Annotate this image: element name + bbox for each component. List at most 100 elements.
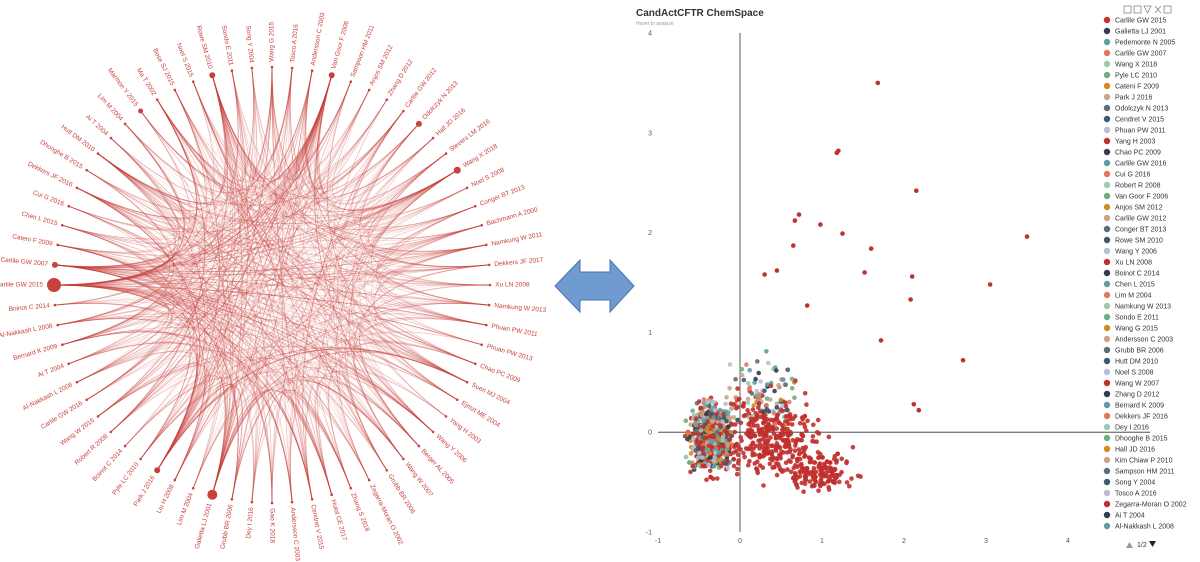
scatter-point-outlier[interactable] bbox=[834, 150, 840, 156]
scatter-point[interactable] bbox=[755, 423, 760, 429]
scatter-point[interactable] bbox=[693, 416, 699, 422]
scatter-point[interactable] bbox=[757, 463, 763, 468]
scatter-point[interactable] bbox=[751, 423, 757, 428]
network-node[interactable] bbox=[56, 243, 59, 247]
scatter-point[interactable] bbox=[685, 430, 690, 436]
scatter-point[interactable] bbox=[831, 479, 837, 485]
scatter-point[interactable] bbox=[773, 446, 779, 451]
scatter-point-outlier[interactable] bbox=[878, 338, 884, 343]
legend-item[interactable]: Zhang D 2012 bbox=[1103, 390, 1160, 399]
scatter-point[interactable] bbox=[704, 477, 709, 483]
scatter-point-outlier[interactable] bbox=[908, 297, 913, 302]
scatter-point[interactable] bbox=[694, 428, 700, 434]
scatter-point[interactable] bbox=[819, 468, 824, 473]
scatter-point[interactable] bbox=[800, 466, 806, 471]
scatter-point[interactable] bbox=[788, 469, 794, 475]
scatter-point[interactable] bbox=[733, 442, 739, 448]
legend-item[interactable]: Cendret V 2015 bbox=[1103, 115, 1164, 124]
scatter-point[interactable] bbox=[764, 441, 769, 446]
scatter-point[interactable] bbox=[766, 360, 771, 366]
scatter-point[interactable] bbox=[745, 400, 751, 406]
scatter-point[interactable] bbox=[781, 450, 786, 455]
legend-item[interactable]: Chao PC 2009 bbox=[1103, 148, 1161, 157]
scatter-point[interactable] bbox=[750, 452, 755, 458]
legend-item[interactable]: Wang G 2015 bbox=[1103, 324, 1158, 333]
legend-item[interactable]: Wang X 2018 bbox=[1103, 60, 1157, 69]
network-node[interactable] bbox=[270, 501, 274, 505]
network-node[interactable] bbox=[75, 380, 79, 384]
network-node[interactable] bbox=[67, 362, 70, 366]
network-node[interactable] bbox=[96, 152, 100, 155]
scatter-point[interactable] bbox=[818, 478, 823, 484]
network-node[interactable] bbox=[290, 66, 294, 70]
network-node[interactable] bbox=[139, 457, 142, 461]
zoom-box-icon[interactable] bbox=[1123, 5, 1132, 14]
scatter-point[interactable] bbox=[771, 431, 777, 436]
scatter-point[interactable] bbox=[683, 454, 689, 460]
network-node[interactable] bbox=[474, 362, 477, 366]
scatter-point[interactable] bbox=[772, 464, 777, 470]
legend-item[interactable]: Conger BT 2013 bbox=[1103, 225, 1167, 234]
legend-item[interactable]: Song Y 2004 bbox=[1103, 478, 1156, 487]
network-node[interactable] bbox=[402, 109, 405, 113]
scatter-point[interactable] bbox=[818, 472, 824, 477]
scatter-point[interactable] bbox=[790, 454, 795, 460]
scatter-point[interactable] bbox=[752, 461, 758, 466]
scatter-point[interactable] bbox=[746, 428, 751, 433]
scatter-point[interactable] bbox=[766, 426, 772, 432]
scatter-point[interactable] bbox=[799, 438, 804, 443]
scatter-point[interactable] bbox=[754, 466, 759, 472]
scatter-point[interactable] bbox=[691, 436, 696, 441]
scatter-point[interactable] bbox=[824, 459, 830, 464]
scatter-point[interactable] bbox=[810, 434, 816, 439]
scatter-point[interactable] bbox=[783, 404, 789, 409]
legend-item[interactable]: Robert R 2008 bbox=[1103, 181, 1161, 190]
scatter-point[interactable] bbox=[703, 411, 709, 417]
scatter-point[interactable] bbox=[816, 431, 822, 436]
network-node[interactable] bbox=[85, 168, 88, 172]
scatter-point[interactable] bbox=[778, 397, 784, 403]
legend-item[interactable]: Dhooghe B 2015 bbox=[1103, 434, 1168, 443]
scatter-point[interactable] bbox=[700, 463, 705, 469]
network-node[interactable] bbox=[474, 204, 477, 208]
scatter-point[interactable] bbox=[776, 383, 781, 388]
scatter-point[interactable] bbox=[706, 429, 711, 435]
network-node[interactable] bbox=[207, 489, 218, 500]
scatter-point[interactable] bbox=[792, 448, 798, 454]
network-node[interactable] bbox=[328, 72, 335, 79]
scatter-point[interactable] bbox=[740, 403, 746, 409]
scatter-point[interactable] bbox=[773, 421, 778, 426]
scatter-point-outlier[interactable] bbox=[987, 282, 993, 287]
scatter-point[interactable] bbox=[692, 421, 698, 426]
scatter-point[interactable] bbox=[777, 420, 782, 426]
scatter-point[interactable] bbox=[695, 455, 701, 461]
scatter-point[interactable] bbox=[811, 422, 816, 428]
scatter-point[interactable] bbox=[717, 416, 722, 421]
scatter-point-outlier[interactable] bbox=[960, 358, 966, 363]
network-node[interactable] bbox=[250, 500, 254, 504]
scatter-point[interactable] bbox=[804, 428, 809, 434]
legend-item[interactable]: Anjos SM 2012 bbox=[1103, 203, 1163, 212]
legend-item[interactable]: Rowe SM 2010 bbox=[1103, 236, 1163, 245]
legend-item[interactable]: Namkung W 2013 bbox=[1103, 302, 1171, 311]
scatter-point[interactable] bbox=[834, 460, 839, 465]
scatter-point[interactable] bbox=[746, 462, 751, 468]
network-node[interactable] bbox=[209, 72, 216, 79]
scatter-point[interactable] bbox=[839, 456, 844, 462]
scatter-point[interactable] bbox=[792, 413, 798, 419]
network-node[interactable] bbox=[173, 478, 177, 482]
scatter-point[interactable] bbox=[762, 432, 767, 437]
scatter-point[interactable] bbox=[790, 437, 796, 443]
scatter-point[interactable] bbox=[741, 377, 747, 383]
network-node[interactable] bbox=[444, 152, 448, 155]
scatter-point[interactable] bbox=[819, 455, 825, 460]
network-node[interactable] bbox=[417, 444, 421, 448]
legend-item[interactable]: Pyle LC 2010 bbox=[1103, 71, 1157, 80]
network-node[interactable] bbox=[310, 498, 314, 501]
legend-item[interactable]: Pedemonte N 2005 bbox=[1103, 38, 1176, 47]
scatter-point[interactable] bbox=[844, 460, 849, 466]
scatter-point[interactable] bbox=[782, 438, 788, 444]
scatter-point[interactable] bbox=[720, 449, 726, 455]
scatter-point[interactable] bbox=[708, 438, 713, 443]
network-node[interactable] bbox=[349, 487, 353, 490]
